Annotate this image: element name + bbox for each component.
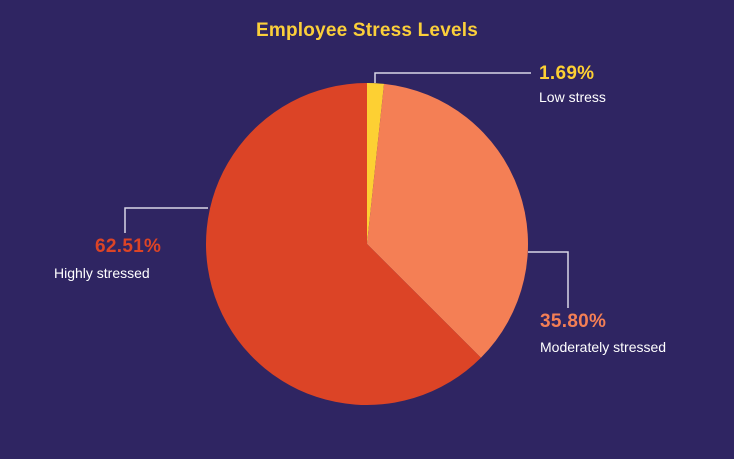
slice-highly-stressed <box>206 83 481 405</box>
pie-slices <box>206 83 528 405</box>
low-stress-percent: 1.69% <box>539 63 595 84</box>
leader-line-moderate <box>528 251 569 308</box>
highly-stressed-label: Highly stressed <box>54 265 150 281</box>
highly-stressed-percent: 62.51% <box>95 236 162 257</box>
moderately-stressed-label: Moderately stressed <box>540 339 667 355</box>
leader-line-high <box>124 207 208 233</box>
slice-moderately-stressed <box>367 83 528 358</box>
leader-lines <box>124 72 569 308</box>
moderately-stressed-percent: 35.80% <box>540 311 607 332</box>
chart-title: Employee Stress Levels <box>256 20 478 41</box>
slice-low-stress <box>367 83 385 244</box>
leader-line-low <box>374 72 531 83</box>
low-stress-label: Low stress <box>539 89 606 105</box>
